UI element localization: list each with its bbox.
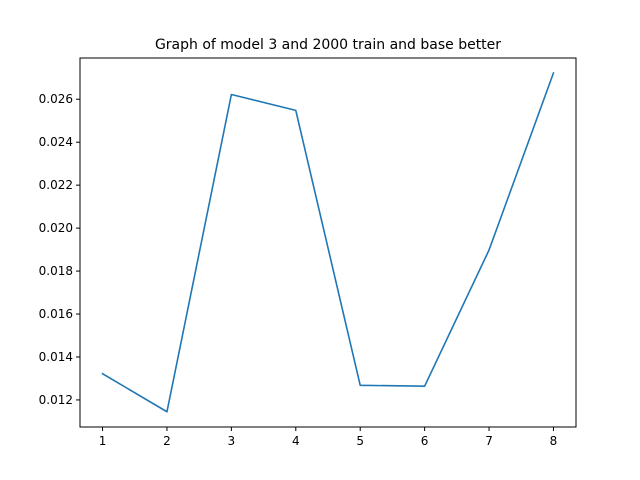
x-axis: 1 2 3 4 5 6 7 8 bbox=[99, 427, 558, 448]
y-tick-label: 0.020 bbox=[39, 221, 73, 235]
plot-frame bbox=[79, 57, 577, 428]
y-tick-label: 0.018 bbox=[39, 264, 73, 278]
x-tick-label: 8 bbox=[550, 434, 558, 448]
x-tick-label: 6 bbox=[421, 434, 429, 448]
y-tick-label: 0.016 bbox=[39, 307, 73, 321]
x-tick-label: 1 bbox=[99, 434, 107, 448]
y-tick-label: 0.022 bbox=[39, 178, 73, 192]
series-line bbox=[101, 72, 555, 413]
chart-title: Graph of model 3 and 2000 train and base… bbox=[155, 37, 501, 53]
x-tick-label: 3 bbox=[228, 434, 236, 448]
y-tick-label: 0.012 bbox=[39, 393, 73, 407]
x-tick-label: 2 bbox=[163, 434, 171, 448]
x-tick-label: 7 bbox=[485, 434, 493, 448]
y-tick-label: 0.026 bbox=[39, 92, 73, 106]
x-tick-label: 4 bbox=[292, 434, 300, 448]
y-axis: 0.012 0.014 0.016 0.018 0.020 0.022 0.024 0.026 bbox=[39, 92, 80, 407]
y-tick-label: 0.024 bbox=[39, 135, 73, 149]
x-tick-label: 5 bbox=[356, 434, 364, 448]
y-tick-label: 0.014 bbox=[39, 350, 73, 364]
